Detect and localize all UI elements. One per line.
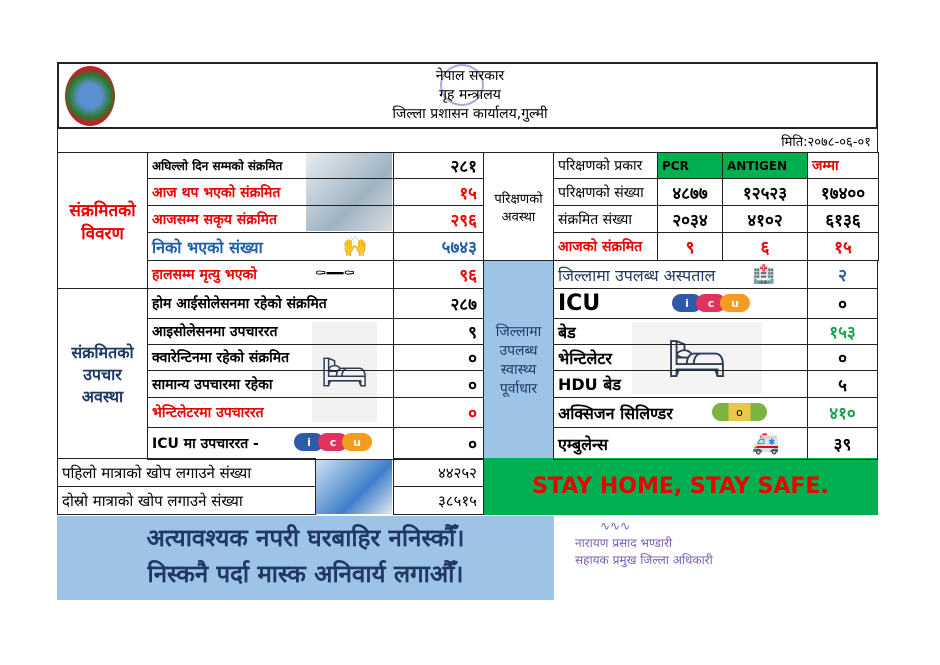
stamp-icon — [440, 64, 484, 106]
hospital-bed-icon: 🛏 — [312, 322, 377, 422]
infrastructure-value: ५ — [807, 370, 878, 398]
testing-label: परिक्षणको संख्या — [553, 178, 658, 206]
infrastructure-value: ४१० — [807, 397, 878, 428]
oxygen-cylinder-icon: o — [712, 403, 767, 421]
slogan-banner: STAY HOME, STAY SAFE. — [483, 458, 878, 515]
vaccine-label: पहिलो मात्राको खोप लगाउने संख्या — [57, 458, 316, 487]
infrastructure-value: ० — [807, 344, 878, 371]
testing-label: संक्रमित संख्या — [553, 205, 658, 233]
infected-value: १५ — [393, 178, 484, 206]
death-icon: ⚰━━⚰ — [314, 266, 356, 282]
hospital-building-icon: 🏥 — [752, 263, 776, 285]
infected-label: अघिल्लो दिन सम्मको संक्रमित — [147, 152, 394, 179]
infrastructure-value: ० — [807, 288, 878, 319]
signature-block: ∿∿∿ नारायण प्रसाद भण्डारी सहायक प्रमुख ज… — [575, 518, 745, 569]
infrastructure-value: २ — [807, 260, 878, 289]
testing-header: परिक्षणको प्रकार — [553, 152, 658, 179]
testing-antigen: ६ — [722, 232, 808, 261]
treatment-title: संक्रमितको उपचार अवस्था — [57, 288, 148, 459]
icu-letter: i — [672, 294, 702, 312]
icu-letter: u — [342, 433, 372, 451]
testing-total: ६१३६ — [807, 205, 879, 233]
header-line1: नेपाल सरकार — [435, 68, 505, 84]
patient-photo — [306, 153, 392, 231]
vaccine-label: दोस्रो मात्राको खोप लगाउने संख्या — [57, 486, 316, 515]
testing-title: परिक्षणको अवस्था — [483, 152, 554, 261]
treatment-label: भेन्टिलेटरमा उपचाररत — [147, 397, 394, 428]
infected-value: ५७४३ — [393, 232, 484, 261]
nepal-emblem-icon — [65, 66, 115, 126]
signatory-title: सहायक प्रमुख जिल्ला अधिकारी — [575, 553, 713, 567]
infrastructure-label: एम्बुलेन्स — [553, 427, 808, 460]
advisory-banner: अत्यावश्यक नपरी घरबाहिर ननिस्कौँ। निस्कन… — [57, 516, 554, 600]
treatment-value: २८७ — [393, 288, 484, 319]
infrastructure-value: १५३ — [807, 318, 878, 345]
testing-header: जम्मा — [807, 152, 879, 179]
treatment-label: होम आईसोलेसनमा रहेको संक्रमित — [147, 288, 394, 319]
treatment-value: ० — [393, 344, 484, 371]
icu-letter: c — [696, 294, 726, 312]
testing-header: ANTIGEN — [722, 152, 808, 179]
testing-pcr: ९ — [657, 232, 723, 261]
testing-total: १७४०० — [807, 178, 879, 206]
vaccine-photo — [316, 459, 392, 514]
vaccine-value: ३८५१५ — [393, 486, 484, 515]
infected-label: हालसम्म मृत्यु भएको — [147, 260, 394, 289]
testing-antigen: ४१०२ — [722, 205, 808, 233]
infrastructure-label: अक्सिजन सिलिण्डर — [553, 397, 808, 428]
advisory-line2: निस्कनै पर्दा मास्क अनिवार्य लगाऔँ। — [147, 560, 464, 588]
infrastructure-label: HDU बेड — [553, 370, 808, 398]
infrastructure-title: जिल्लामा उपलब्ध स्वास्थ्य पूर्वाधार — [483, 260, 554, 459]
infected-details-title: संक्रमितको विवरण — [57, 152, 148, 289]
testing-header: PCR — [657, 152, 723, 179]
treatment-label: सामान्य उपचारमा रहेका — [147, 370, 394, 398]
treatment-label: आइसोलेसनमा उपचाररत — [147, 318, 394, 345]
testing-pcr: २०३४ — [657, 205, 723, 233]
infrastructure-label: जिल्लामा उपलब्ध अस्पताल — [553, 260, 808, 289]
ambulance-icon: 🚑 — [752, 430, 780, 456]
infrastructure-label: भेन्टिलेटर — [553, 344, 808, 371]
signature-scribble: ∿∿∿ — [600, 519, 631, 533]
signatory-name: नारायण प्रसाद भण्डारी — [575, 536, 673, 550]
infected-value: ९६ — [393, 260, 484, 289]
infected-label: आज थप भएको संक्रमित — [147, 178, 394, 206]
infected-value: २९६ — [393, 205, 484, 233]
treatment-value: ० — [393, 397, 484, 428]
recovered-person-icon: 🙌 — [342, 234, 368, 258]
treatment-label: क्वारेन्टिनमा रहेको संक्रमित — [147, 344, 394, 371]
testing-total: १५ — [807, 232, 879, 261]
advisory-line1: अत्यावश्यक नपरी घरबाहिर ननिस्कौँ। — [146, 524, 465, 552]
icu-letter: c — [318, 433, 348, 451]
icu-letter: i — [294, 433, 324, 451]
header-line2: गृह मन्त्रालय — [439, 87, 501, 103]
treatment-value: ९ — [393, 318, 484, 345]
infected-label: निको भएको संख्या — [147, 232, 394, 261]
header-line3: जिल्ला प्रशासन कार्यालय,गुल्मी — [392, 106, 548, 122]
infrastructure-value: ३९ — [807, 427, 878, 460]
ventilator-bed-icon: 🛏 — [632, 322, 762, 394]
testing-pcr: ४८७७ — [657, 178, 723, 206]
infected-label: आजसम्म सकृय संक्रमित — [147, 205, 394, 233]
infected-value: २८१ — [393, 152, 484, 179]
testing-label: आजको संक्रमित — [553, 232, 658, 261]
vaccine-value: ४४२५२ — [393, 458, 484, 487]
infrastructure-label: बेड — [553, 318, 808, 345]
icu-letter: u — [720, 294, 750, 312]
treatment-value: ० — [393, 427, 484, 460]
date: मिति:२०७८-०६-०१ — [57, 128, 878, 153]
testing-antigen: १२५२३ — [722, 178, 808, 206]
treatment-value: ० — [393, 370, 484, 398]
